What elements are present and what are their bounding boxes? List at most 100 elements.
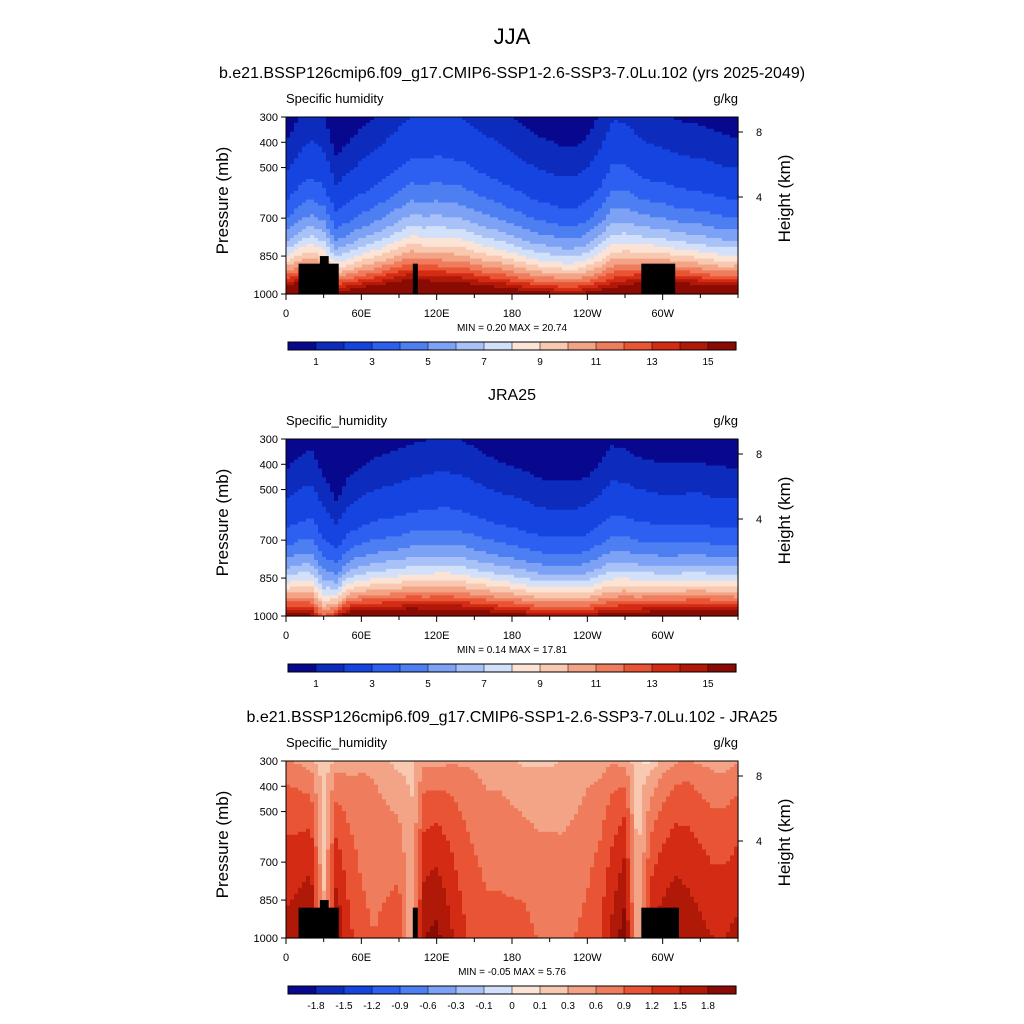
field-cell — [358, 223, 363, 227]
field-cell — [334, 196, 339, 201]
field-cell — [350, 261, 355, 266]
field-cell — [302, 161, 307, 165]
field-cell — [290, 252, 295, 257]
field-cell — [338, 178, 343, 183]
field-cell — [354, 270, 359, 274]
field-cell — [366, 158, 371, 162]
field-cell — [342, 146, 347, 151]
field-cell — [302, 217, 307, 221]
field-cell — [362, 125, 367, 130]
field-cell — [350, 240, 355, 245]
field-cell — [358, 149, 363, 153]
field-cell — [302, 187, 307, 192]
field-cell — [286, 176, 291, 180]
field-cell — [366, 255, 371, 260]
field-cell — [362, 258, 367, 263]
field-cell — [286, 164, 291, 168]
field-cell — [302, 117, 307, 121]
field-cell — [330, 258, 335, 263]
field-cell — [338, 164, 343, 168]
field-cell — [338, 270, 343, 274]
field-cell — [286, 146, 291, 151]
field-cell — [330, 184, 335, 189]
field-cell — [314, 122, 319, 127]
field-cell — [346, 243, 351, 248]
field-cell — [362, 279, 367, 283]
field-cell — [346, 128, 351, 133]
field-cell — [330, 178, 335, 183]
field-cell — [298, 223, 303, 227]
field-cell — [310, 140, 315, 145]
field-cell — [306, 232, 311, 236]
field-cell — [358, 220, 363, 224]
field-cell — [286, 211, 291, 215]
field-cell — [350, 252, 355, 257]
field-cell — [338, 143, 343, 148]
field-cell — [294, 170, 299, 174]
field-cell — [366, 240, 371, 245]
field-cell — [322, 164, 327, 168]
field-cell — [350, 146, 355, 151]
field-cell — [314, 252, 319, 257]
field-cell — [294, 134, 299, 139]
field-cell — [334, 134, 339, 139]
field-cell — [290, 122, 295, 127]
field-cell — [318, 240, 323, 245]
field-cell — [310, 187, 315, 192]
field-cell — [314, 167, 319, 171]
field-cell — [346, 285, 351, 289]
field-cell — [370, 140, 375, 145]
field-cell — [358, 119, 363, 124]
field-cell — [342, 211, 347, 215]
field-cell — [330, 170, 335, 174]
field-cell — [322, 149, 327, 153]
field-cell — [286, 155, 291, 159]
field-cell — [370, 149, 375, 153]
field-cell — [334, 232, 339, 236]
field-cell — [370, 211, 375, 215]
field-cell — [362, 255, 367, 260]
field-cell — [294, 178, 299, 183]
field-cell — [302, 252, 307, 257]
field-cell — [334, 119, 339, 124]
field-cell — [286, 122, 291, 127]
field-cell — [318, 217, 323, 221]
field-cell — [338, 223, 343, 227]
field-cell — [302, 199, 307, 204]
field-cell — [342, 173, 347, 177]
field-cell — [354, 214, 359, 218]
field-cell — [294, 276, 299, 280]
field-cell — [358, 117, 363, 121]
field-cell — [326, 137, 331, 142]
field-cell — [330, 173, 335, 177]
field-cell — [310, 178, 315, 183]
field-cell — [358, 164, 363, 168]
field-cell — [294, 226, 299, 230]
field-cell — [294, 229, 299, 233]
field-cell — [294, 205, 299, 210]
field-cell — [366, 249, 371, 254]
field-cell — [306, 193, 311, 198]
field-cell — [306, 196, 311, 201]
field-cell — [294, 214, 299, 218]
field-cell — [338, 187, 343, 192]
field-cell — [370, 226, 375, 230]
field-cell — [350, 122, 355, 127]
field-cell — [298, 131, 303, 136]
field-cell — [342, 282, 347, 286]
field-cell — [290, 161, 295, 165]
field-cell — [302, 184, 307, 189]
field-cell — [350, 173, 355, 177]
field-cell — [294, 173, 299, 177]
field-cell — [362, 193, 367, 198]
field-cell — [342, 240, 347, 245]
field-cell — [286, 270, 291, 274]
field-cell — [326, 235, 331, 239]
field-cell — [290, 288, 295, 292]
field-cell — [322, 249, 327, 254]
field-cell — [350, 232, 355, 236]
field-cell — [358, 249, 363, 254]
variable-label: Specific humidity — [286, 91, 384, 106]
field-cell — [330, 122, 335, 127]
field-cell — [290, 285, 295, 289]
